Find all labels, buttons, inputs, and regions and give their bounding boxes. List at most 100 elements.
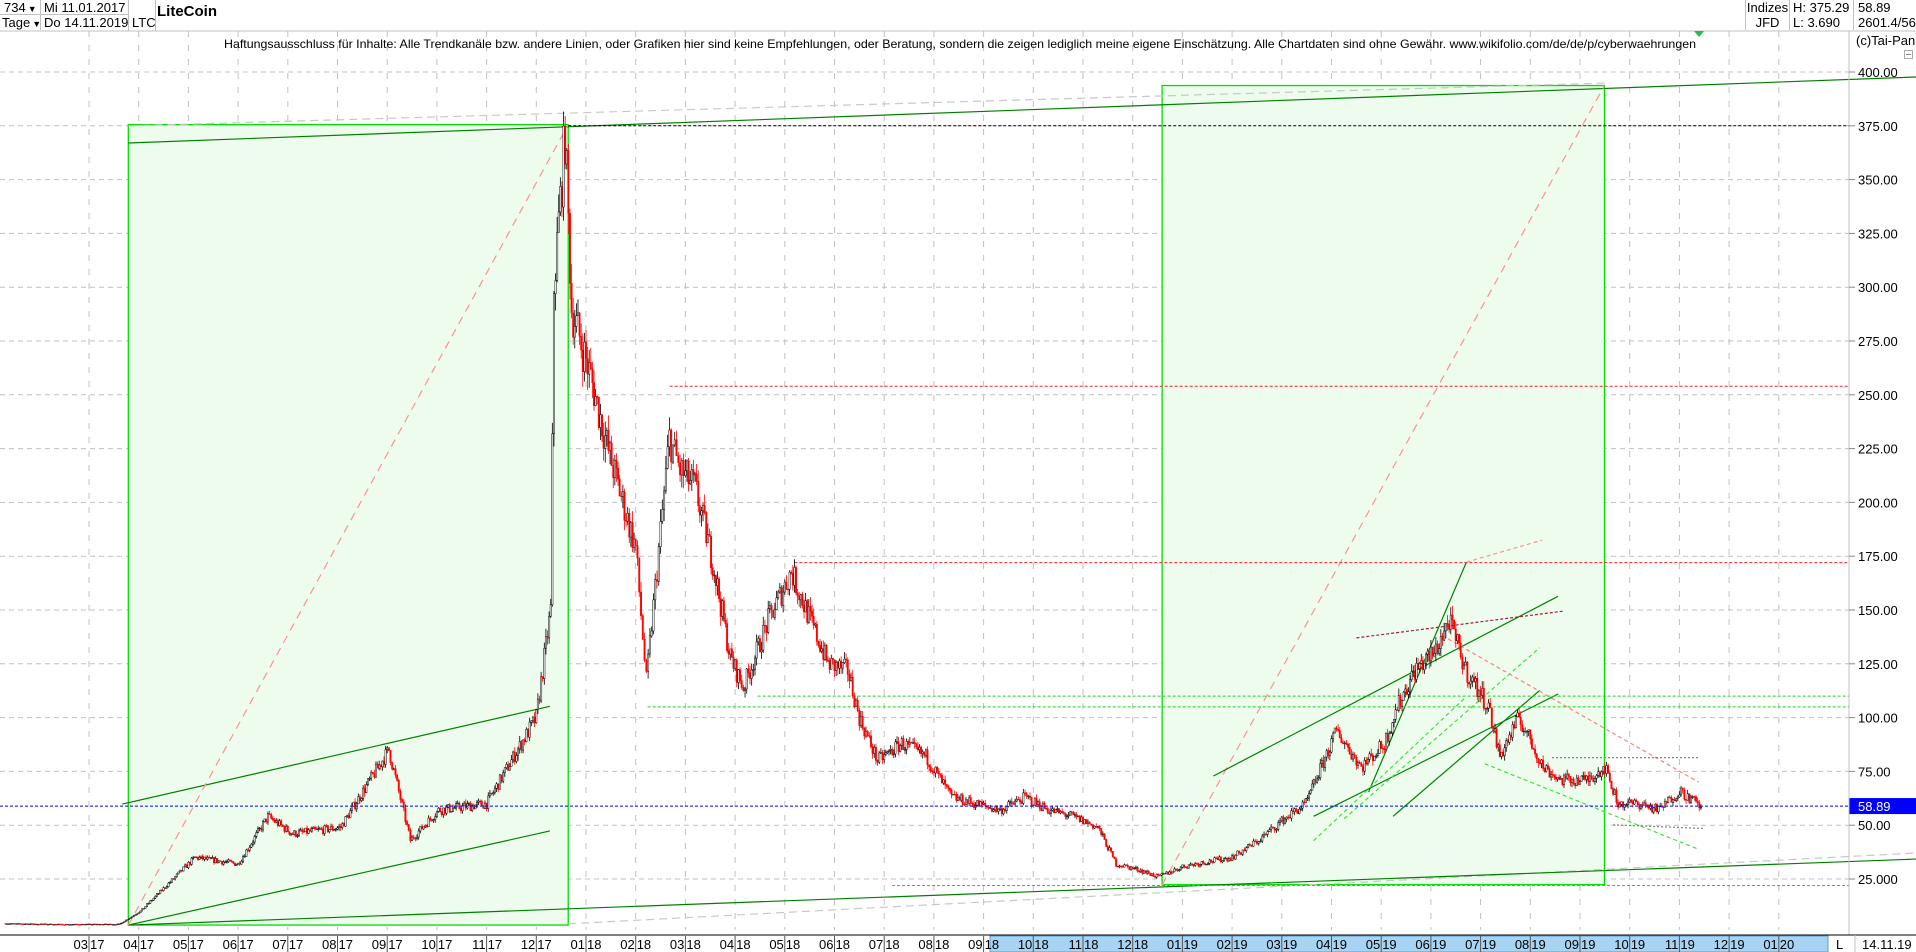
candle-body — [577, 312, 579, 316]
candle — [961, 792, 964, 807]
candle-body — [971, 802, 974, 805]
candle — [422, 826, 425, 830]
candle — [1391, 721, 1394, 737]
candle-body — [1226, 857, 1229, 862]
candle-body — [1610, 780, 1613, 790]
end-date[interactable]: Do 14.11.2019 — [40, 15, 128, 30]
candle-body — [1121, 866, 1124, 868]
x-tick-label-year: 19 — [1432, 937, 1446, 952]
candle-body — [1396, 709, 1399, 711]
candle — [1373, 755, 1376, 762]
candle-body — [1088, 821, 1091, 825]
candle-body — [747, 668, 750, 674]
candle — [216, 858, 219, 864]
candle — [697, 470, 700, 513]
candle — [1304, 798, 1307, 804]
visible-range-highlight[interactable] — [989, 935, 1829, 952]
candle-body — [472, 805, 475, 810]
x-tick-label-year: 17 — [537, 937, 551, 952]
candle-body — [1492, 727, 1495, 732]
x-tick-label-month: 04 — [123, 937, 137, 952]
candle-body — [1670, 797, 1673, 803]
candle-body — [687, 460, 690, 485]
candle — [845, 653, 848, 668]
candle — [493, 785, 496, 795]
candle — [1348, 743, 1351, 755]
candle-body — [1527, 729, 1530, 732]
candle-body — [770, 605, 773, 611]
candle — [1332, 731, 1335, 743]
candle — [271, 815, 274, 822]
candle-body — [1116, 866, 1119, 868]
candle — [1409, 675, 1412, 698]
candle-body — [1439, 636, 1442, 649]
candle — [1593, 776, 1596, 785]
candle-body — [634, 538, 637, 546]
bars-count-select[interactable]: 734 ▼ — [0, 0, 40, 15]
candle-body — [742, 687, 745, 691]
candle — [1368, 751, 1371, 763]
candle — [1643, 800, 1646, 806]
candle-body — [1489, 702, 1492, 709]
candle — [1072, 810, 1075, 815]
candle — [1183, 864, 1185, 869]
candle — [1142, 869, 1145, 874]
candle-body — [583, 341, 586, 372]
x-tick-label-year: 19 — [1333, 937, 1347, 952]
candle — [1585, 775, 1588, 784]
candle — [1449, 607, 1452, 635]
candle-body — [120, 922, 123, 925]
candle-body — [41, 923, 44, 925]
candle-body — [1466, 661, 1469, 683]
candle-body — [762, 625, 765, 651]
candle-body — [1059, 811, 1062, 814]
candle — [160, 889, 163, 892]
candle-body — [1350, 753, 1353, 760]
candle-body — [147, 903, 150, 905]
candle-body — [363, 787, 366, 793]
candle-body — [270, 814, 273, 819]
candle — [830, 654, 833, 670]
collapse-icon[interactable] — [1904, 50, 1913, 59]
candle-body — [477, 800, 480, 803]
candle-body — [326, 825, 329, 832]
candle-body — [1125, 864, 1128, 866]
candle — [461, 802, 464, 814]
candle — [745, 667, 748, 694]
candle — [904, 746, 906, 754]
period-select[interactable]: Tage ▼ — [0, 15, 41, 30]
candle-body — [1254, 840, 1257, 843]
candle-body — [394, 768, 397, 776]
candle — [94, 923, 97, 926]
candle-body — [113, 924, 116, 926]
candle-body — [1388, 733, 1391, 742]
candle — [1595, 773, 1598, 783]
x-tick-label-year: 18 — [1084, 937, 1098, 952]
trendline — [1368, 561, 1467, 793]
candle — [1657, 805, 1660, 815]
candle-body — [285, 825, 288, 832]
candle-body — [443, 807, 446, 814]
candle-body — [1040, 808, 1043, 811]
candle — [326, 824, 329, 833]
candle-body — [633, 538, 636, 548]
start-date[interactable]: Mi 11.01.2017 — [40, 0, 128, 15]
axis-mode-label[interactable]: L — [1836, 937, 1843, 952]
candle — [1106, 844, 1109, 852]
candle-body — [275, 820, 278, 823]
x-tick-label-year: 17 — [289, 937, 303, 952]
candle — [404, 804, 407, 825]
candle-body — [923, 751, 926, 756]
candle-body — [155, 893, 158, 897]
candle-body — [929, 766, 932, 771]
candle — [908, 737, 911, 748]
candle-body — [620, 495, 623, 498]
candle-body — [845, 658, 848, 661]
candle — [252, 839, 254, 847]
candle-body — [788, 571, 791, 590]
candle-body — [965, 799, 967, 805]
candle-body — [28, 923, 31, 925]
candle-body — [1686, 793, 1689, 801]
candle-body — [1215, 857, 1218, 859]
x-tick-label-year: 18 — [1034, 937, 1048, 952]
